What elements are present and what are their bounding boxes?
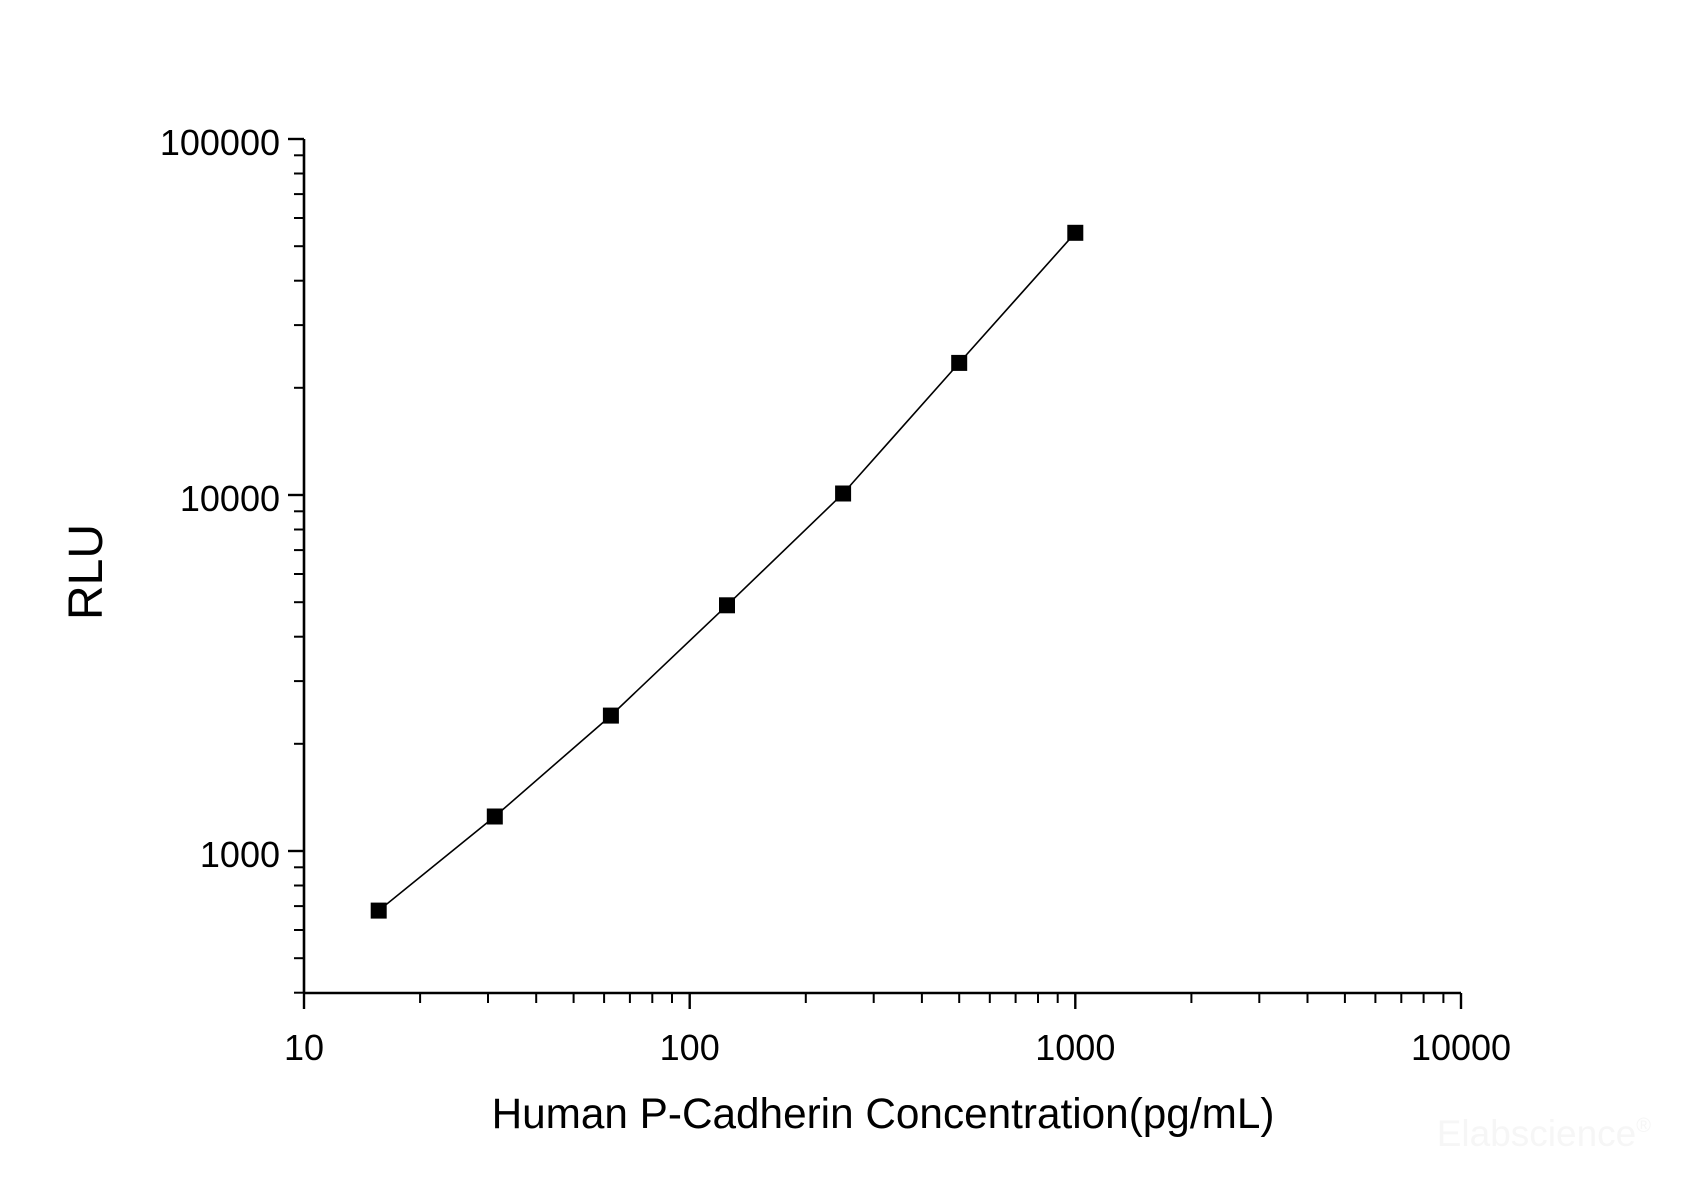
svg-text:100: 100 [660, 1027, 720, 1068]
svg-text:Elabscience®: Elabscience® [1437, 1113, 1652, 1154]
svg-text:RLU: RLU [60, 524, 113, 620]
svg-text:1000: 1000 [1035, 1027, 1115, 1068]
svg-text:100000: 100000 [160, 122, 280, 163]
svg-text:Human P-Cadherin Concentration: Human P-Cadherin Concentration(pg/mL) [492, 1090, 1275, 1137]
svg-text:10000: 10000 [1411, 1027, 1511, 1068]
svg-text:1000: 1000 [200, 834, 280, 875]
svg-text:10000: 10000 [180, 478, 280, 519]
svg-text:10: 10 [284, 1027, 324, 1068]
